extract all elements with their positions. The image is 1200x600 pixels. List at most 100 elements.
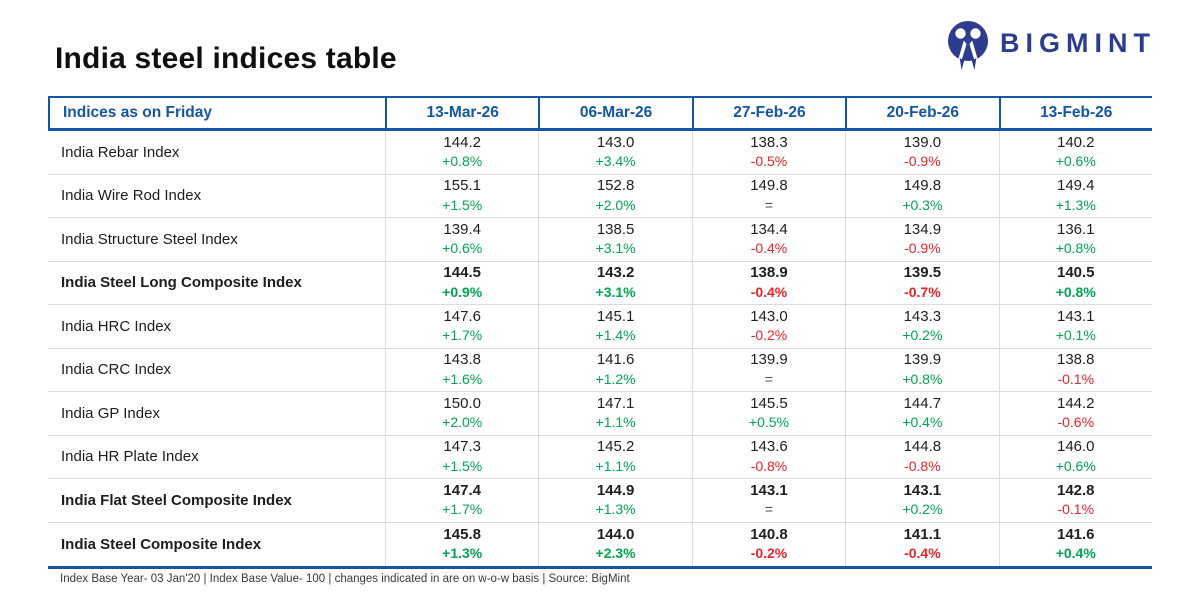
index-cell: 144.7 +0.4% xyxy=(845,392,998,435)
wow-change: -0.4% xyxy=(750,240,788,257)
wow-change: +1.3% xyxy=(595,501,636,518)
wow-change: +1.1% xyxy=(595,457,636,474)
index-value: 140.8 xyxy=(750,525,788,543)
index-cell: 134.4 -0.4% xyxy=(691,218,845,261)
wow-change: +0.8% xyxy=(902,370,943,387)
wow-change: +1.4% xyxy=(595,327,636,344)
wow-change: +3.1% xyxy=(595,240,636,257)
index-value: 144.2 xyxy=(443,133,481,151)
wow-change: +0.8% xyxy=(1055,283,1096,300)
index-cell: 141.6 +1.2% xyxy=(538,348,691,391)
header-cell-indices: Indices as on Friday xyxy=(48,98,385,128)
table-body: India Rebar Index 144.2 +0.8% 143.0 +3.4% 138… xyxy=(48,131,1152,569)
wow-change: +1.7% xyxy=(442,501,483,518)
wow-change: -0.5% xyxy=(750,153,788,170)
wow-change: +0.1% xyxy=(1055,327,1096,344)
wow-change: -0.2% xyxy=(750,545,788,562)
index-value: 139.0 xyxy=(903,133,942,151)
wow-change: -0.8% xyxy=(750,457,788,474)
index-cell: 149.4 +1.3% xyxy=(998,174,1152,217)
index-value: 149.8 xyxy=(750,177,788,195)
wow-change: -0.8% xyxy=(904,457,941,474)
index-value: 140.5 xyxy=(1056,264,1095,282)
index-value: 143.1 xyxy=(1056,307,1095,325)
index-cell: 143.1 +0.1% xyxy=(998,305,1152,348)
index-value: 152.8 xyxy=(596,177,635,195)
index-value: 143.6 xyxy=(750,438,788,456)
header-cell-date-2: 06-Mar-26 xyxy=(538,98,691,128)
index-cell: 147.3 +1.5% xyxy=(385,435,538,478)
index-cell: 149.8 = xyxy=(691,174,845,217)
table-header-row: Indices as on Friday 13-Mar-26 06-Mar-26… xyxy=(48,96,1152,131)
bigmint-logo-icon xyxy=(945,20,991,77)
table-row: India HRC Index 147.6 +1.7% 145.1 +1.4% 143.0… xyxy=(48,305,1152,349)
wow-change: +0.4% xyxy=(1055,545,1096,562)
index-value: 149.4 xyxy=(1056,177,1095,195)
index-value: 139.9 xyxy=(903,351,942,369)
index-value: 143.2 xyxy=(596,264,635,282)
index-cell: 140.5 +0.8% xyxy=(998,261,1152,304)
index-cell: 149.8 +0.3% xyxy=(845,174,998,217)
index-cell: 145.2 +1.1% xyxy=(538,435,691,478)
wow-change: -0.9% xyxy=(904,240,941,257)
wow-change: +0.2% xyxy=(902,327,943,344)
index-cell: 139.0 -0.9% xyxy=(845,131,998,174)
wow-change: -0.9% xyxy=(904,153,941,170)
table-row: India Wire Rod Index 155.1 +1.5% 152.8 +2.0%… xyxy=(48,174,1152,218)
page-title: India steel indices table xyxy=(55,42,397,75)
wow-change: +1.5% xyxy=(442,457,483,474)
index-value: 138.5 xyxy=(596,220,635,238)
index-value: 141.6 xyxy=(596,351,635,369)
wow-change: +1.1% xyxy=(595,414,636,431)
row-label: India Steel Composite Index xyxy=(61,535,262,553)
wow-change: +2.0% xyxy=(442,414,483,431)
index-value: 138.3 xyxy=(750,133,788,151)
index-value: 144.8 xyxy=(903,438,942,456)
index-value: 136.1 xyxy=(1056,220,1095,238)
row-label: India HR Plate Index xyxy=(61,448,199,466)
index-cell: 139.4 +0.6% xyxy=(385,218,538,261)
index-cell: 143.0 -0.2% xyxy=(691,305,845,348)
index-value: 149.8 xyxy=(903,177,942,195)
index-value: 147.6 xyxy=(443,307,481,325)
index-cell: 138.5 +3.1% xyxy=(538,218,691,261)
wow-change: = xyxy=(764,196,774,213)
row-label: India GP Index xyxy=(61,404,160,422)
wow-change: +3.1% xyxy=(595,283,636,300)
wow-change: -0.7% xyxy=(904,283,941,300)
index-cell: 140.2 +0.6% xyxy=(998,131,1152,174)
wow-change: -0.1% xyxy=(1057,501,1095,518)
wow-change: +1.5% xyxy=(442,196,483,213)
index-cell: 139.9 +0.8% xyxy=(845,348,998,391)
footer-note: Index Base Year- 03 Jan'20 | Index Base … xyxy=(60,573,630,585)
index-cell: 144.2 +0.8% xyxy=(385,131,538,174)
index-value: 139.4 xyxy=(443,220,481,238)
index-cell: 138.8 -0.1% xyxy=(998,348,1152,391)
wow-change: -0.6% xyxy=(1057,414,1095,431)
wow-change: -0.1% xyxy=(1057,370,1095,387)
index-value: 147.3 xyxy=(443,438,481,456)
index-value: 138.9 xyxy=(750,264,788,282)
index-value: 145.2 xyxy=(596,438,635,456)
wow-change: +1.3% xyxy=(1055,196,1096,213)
table-row: India HR Plate Index 147.3 +1.5% 145.2 +1.1%… xyxy=(48,435,1152,479)
wow-change: +2.3% xyxy=(595,545,636,562)
index-value: 134.9 xyxy=(903,220,942,238)
table-row: India Steel Composite Index 145.8 +1.3% 144… xyxy=(48,522,1152,566)
index-value: 143.0 xyxy=(596,133,635,151)
index-cell: 144.5 +0.9% xyxy=(385,261,538,304)
brand-logo: BIGMINT xyxy=(945,20,1156,77)
index-value: 143.1 xyxy=(750,481,788,499)
index-value: 144.7 xyxy=(903,394,942,412)
index-cell: 150.0 +2.0% xyxy=(385,392,538,435)
row-label: India Rebar Index xyxy=(61,143,180,161)
wow-change: +0.9% xyxy=(442,283,483,300)
table-row: India CRC Index 143.8 +1.6% 141.6 +1.2% 139.9… xyxy=(48,348,1152,392)
row-label: India Wire Rod Index xyxy=(61,187,202,205)
wow-change: +0.6% xyxy=(1055,153,1096,170)
index-value: 143.1 xyxy=(903,481,942,499)
wow-change: -0.4% xyxy=(750,283,788,300)
wow-change: +0.8% xyxy=(1055,240,1096,257)
index-value: 145.5 xyxy=(750,394,788,412)
